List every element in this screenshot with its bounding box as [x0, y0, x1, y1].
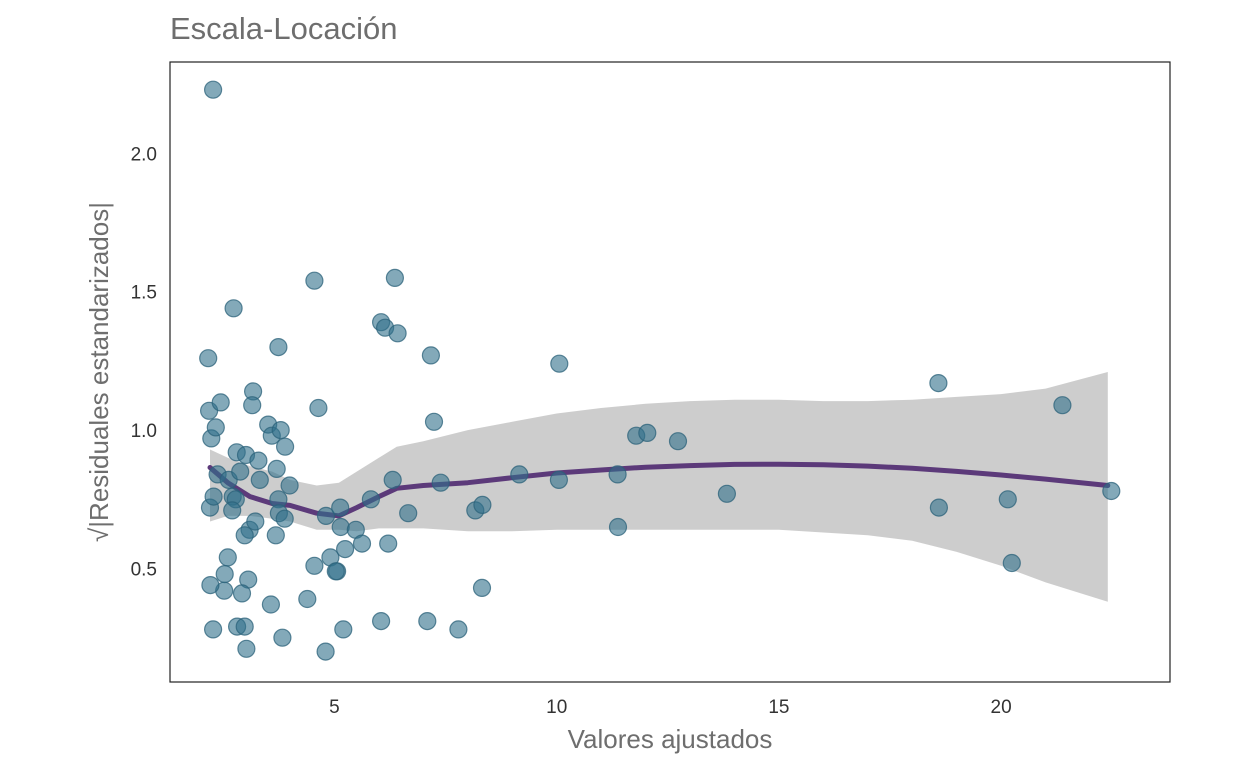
- data-point: [211, 393, 230, 412]
- x-tick-label: 20: [991, 697, 1012, 718]
- data-point: [309, 398, 328, 418]
- smooth-line: [207, 461, 1111, 519]
- data-point: [215, 564, 234, 584]
- data-point: [638, 423, 657, 442]
- chart-title: Escala-Locación: [170, 11, 397, 46]
- data-point: [243, 396, 262, 415]
- data-point: [331, 517, 350, 537]
- data-point: [550, 354, 569, 373]
- data-point: [385, 268, 404, 287]
- data-point: [218, 548, 237, 567]
- x-axis-ticks: 5 10 15 20: [329, 697, 1012, 718]
- data-point: [275, 509, 294, 528]
- data-point: [280, 476, 299, 495]
- plot-frame: [169, 61, 1171, 683]
- data-point: [1002, 553, 1021, 573]
- data-point: [250, 470, 269, 489]
- data-point: [269, 338, 288, 357]
- data-point: [232, 584, 252, 603]
- data-point: [206, 418, 225, 437]
- data-point: [276, 437, 295, 456]
- data-point: [399, 504, 418, 523]
- data-point: [271, 421, 290, 440]
- data-point: [449, 620, 468, 639]
- confidence-band: [210, 372, 1108, 602]
- data-point: [473, 495, 492, 514]
- y-tick-label: 1.5: [131, 283, 157, 304]
- data-point: [472, 578, 492, 598]
- data-point: [224, 299, 243, 318]
- data-point: [267, 459, 286, 478]
- plot-area: [169, 61, 1171, 683]
- data-point: [608, 465, 627, 484]
- data-point: [929, 498, 949, 517]
- data-point: [204, 487, 223, 506]
- y-axis-label: √|Residuales estandarizados|: [84, 202, 114, 542]
- data-point: [383, 470, 402, 489]
- data-point: [424, 412, 444, 431]
- data-point: [273, 628, 292, 647]
- data-point: [998, 490, 1017, 509]
- data-point: [298, 589, 317, 609]
- data-point: [1102, 481, 1121, 501]
- data-point: [418, 611, 437, 631]
- data-point: [336, 539, 355, 559]
- data-point: [1053, 396, 1072, 415]
- data-point: [235, 526, 254, 545]
- points-layer: [199, 80, 1121, 661]
- data-point: [261, 595, 280, 614]
- data-point: [231, 462, 250, 481]
- data-point: [421, 346, 440, 365]
- y-tick-label: 2.0: [131, 144, 157, 165]
- data-point: [361, 490, 380, 509]
- data-point: [204, 620, 223, 639]
- data-point: [201, 575, 220, 595]
- data-point: [199, 349, 218, 368]
- data-point: [717, 484, 737, 503]
- data-point: [929, 374, 948, 393]
- x-tick-label: 15: [768, 697, 789, 718]
- data-point: [316, 506, 336, 526]
- data-point: [379, 534, 398, 553]
- confidence-band-layer: [210, 372, 1108, 602]
- data-point: [246, 512, 265, 531]
- data-point: [388, 324, 407, 343]
- y-tick-label: 0.5: [131, 560, 157, 581]
- data-point: [266, 526, 285, 545]
- data-point: [235, 617, 254, 636]
- data-point: [331, 498, 350, 517]
- data-point: [316, 642, 335, 661]
- y-tick-label: 1.0: [131, 421, 157, 442]
- data-point: [326, 562, 345, 581]
- data-point: [237, 639, 256, 658]
- data-point: [204, 80, 223, 99]
- data-point: [608, 517, 628, 537]
- smooth-line-layer: [207, 461, 1111, 519]
- data-point: [223, 501, 242, 520]
- data-point: [372, 611, 391, 631]
- data-point: [249, 451, 268, 470]
- data-point: [431, 473, 450, 492]
- x-axis-label: Valores ajustados: [568, 724, 773, 754]
- data-point: [305, 556, 324, 575]
- data-point: [510, 465, 529, 484]
- data-point: [668, 432, 688, 451]
- y-axis-ticks: 0.5 1.0 1.5 2.0: [131, 144, 157, 580]
- data-point: [334, 620, 353, 639]
- x-tick-label: 5: [329, 697, 340, 718]
- x-tick-label: 10: [546, 697, 567, 718]
- data-point: [549, 470, 569, 489]
- data-point: [305, 271, 324, 290]
- data-point: [352, 534, 372, 553]
